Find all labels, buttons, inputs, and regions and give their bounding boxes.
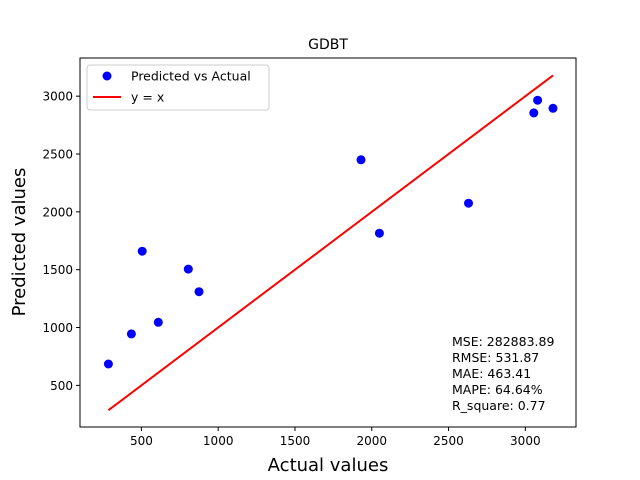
plot-area [103, 74, 558, 411]
x-tick-label: 500 [130, 434, 153, 448]
x-tick-label: 2000 [356, 434, 387, 448]
legend-box [86, 64, 270, 111]
series-line-y-equals-x [107, 74, 554, 411]
y-tick-label: 1000 [42, 321, 73, 335]
data-point-9 [464, 198, 473, 208]
axes-frame [79, 57, 577, 428]
metric-r-square: R_square: 0.77 [452, 398, 546, 413]
data-point-5 [183, 264, 193, 274]
metrics-annotation: MSE: 282883.89 RMSE: 531.87 MAE: 463.41 … [452, 334, 554, 413]
metric-rmse: RMSE: 531.87 [452, 350, 539, 365]
y-axis: 500 1000 1500 2000 2500 3000 [42, 90, 80, 393]
chart-title: GDBT [308, 37, 348, 53]
legend: Predicted vs Actual y = x [86, 64, 270, 111]
metric-mse: MSE: 282883.89 [452, 334, 554, 349]
data-point-1 [103, 359, 113, 369]
data-point-10 [529, 108, 539, 118]
data-point-3 [137, 246, 147, 256]
data-point-12 [548, 103, 558, 113]
legend-label-scatter: Predicted vs Actual [131, 69, 251, 84]
metric-mae: MAE: 463.41 [452, 366, 531, 381]
data-point-6 [194, 287, 204, 297]
y-tick-label: 500 [50, 379, 73, 393]
y-tick-label: 2500 [42, 148, 73, 162]
x-tick-label: 1000 [203, 434, 234, 448]
x-axis-title: Actual values [268, 455, 389, 476]
y-tick-label: 1500 [42, 263, 73, 277]
data-point-4 [153, 317, 163, 327]
y-tick-label: 3000 [42, 90, 73, 104]
metric-mape: MAPE: 64.64% [452, 382, 543, 397]
data-point-2 [126, 329, 136, 339]
data-point-11 [533, 95, 543, 105]
data-point-8 [374, 228, 384, 238]
x-axis: 500 1000 1500 2000 2500 3000 [130, 427, 541, 448]
legend-label-line: y = x [131, 90, 164, 105]
data-point-7 [356, 155, 366, 165]
x-tick-label: 1500 [280, 434, 311, 448]
legend-marker-scatter [102, 71, 112, 81]
y-tick-label: 2000 [42, 205, 73, 219]
y-axis-title: Predicted values [9, 168, 30, 317]
x-tick-label: 2500 [433, 434, 464, 448]
x-tick-label: 3000 [510, 434, 541, 448]
